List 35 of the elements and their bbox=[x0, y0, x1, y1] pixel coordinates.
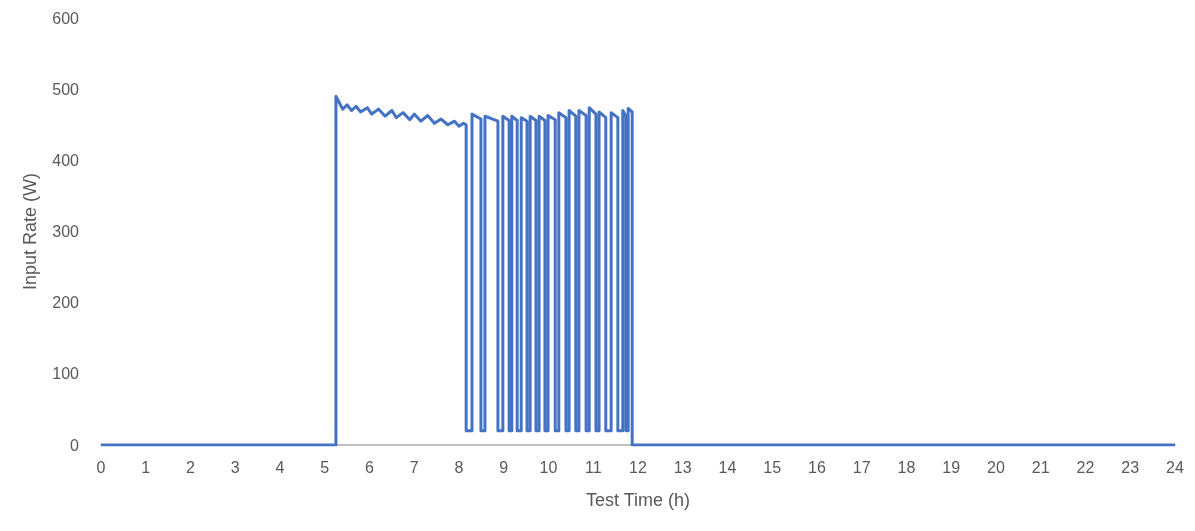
x-tick-label: 13 bbox=[673, 458, 692, 476]
x-tick-label: 9 bbox=[499, 458, 509, 476]
y-tick-label: 600 bbox=[52, 9, 80, 27]
x-tick-label: 4 bbox=[275, 458, 285, 476]
x-tick-label: 1 bbox=[141, 458, 151, 476]
y-tick-label: 500 bbox=[52, 80, 80, 98]
x-tick-label: 18 bbox=[897, 458, 916, 476]
x-tick-label: 16 bbox=[808, 458, 826, 476]
x-axis-title: Test Time (h) bbox=[585, 490, 691, 510]
x-tick-label: 21 bbox=[1031, 458, 1050, 476]
x-tick-label: 23 bbox=[1121, 458, 1140, 476]
x-tick-label: 6 bbox=[365, 458, 375, 476]
x-tick-label: 5 bbox=[320, 458, 330, 476]
x-tick-label: 3 bbox=[230, 458, 240, 476]
x-tick-label: 17 bbox=[852, 458, 871, 476]
x-tick-label: 8 bbox=[454, 458, 464, 476]
x-tick-label: 20 bbox=[987, 458, 1005, 476]
x-tick-label: 19 bbox=[942, 458, 961, 476]
y-tick-label: 400 bbox=[52, 151, 80, 169]
y-axis-title: Input Rate (W) bbox=[20, 172, 40, 291]
x-tick-label: 7 bbox=[409, 458, 419, 476]
y-tick-label: 200 bbox=[52, 294, 80, 312]
x-tick-label: 24 bbox=[1166, 458, 1184, 476]
x-tick-label: 22 bbox=[1076, 458, 1095, 476]
x-tick-label: 14 bbox=[718, 458, 737, 476]
x-tick-label: 0 bbox=[96, 458, 106, 476]
y-tick-label: 100 bbox=[52, 365, 80, 383]
y-tick-label: 0 bbox=[70, 436, 80, 454]
x-tick-label: 12 bbox=[629, 458, 647, 476]
y-tick-label: 300 bbox=[52, 223, 80, 240]
x-tick-label: 2 bbox=[186, 458, 196, 476]
x-tick-label: 15 bbox=[763, 458, 782, 476]
x-tick-label: 11 bbox=[584, 458, 602, 476]
line-series bbox=[99, 94, 1177, 447]
x-tick-label: 10 bbox=[539, 458, 558, 476]
